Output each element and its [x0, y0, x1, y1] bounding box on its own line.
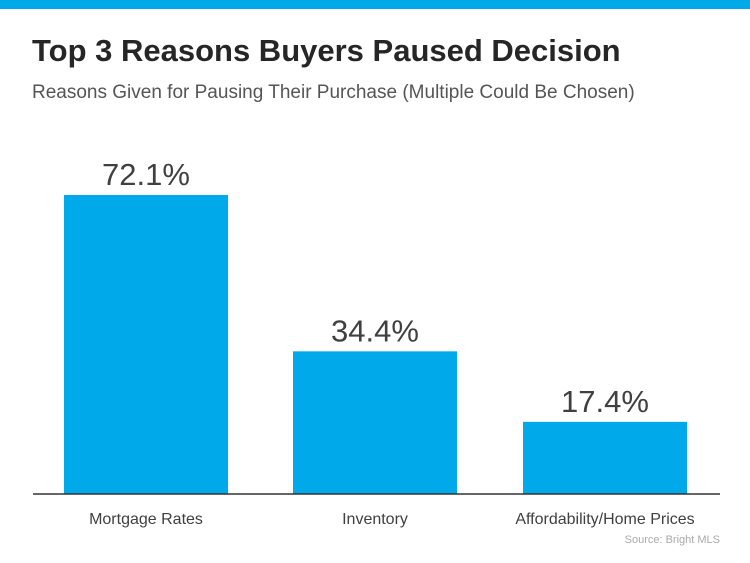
bar-3 — [523, 421, 687, 494]
chart-subtitle: Reasons Given for Pausing Their Purchase… — [32, 82, 635, 103]
category-label-1: Mortgage Rates — [89, 511, 203, 528]
category-label-2: Inventory — [342, 511, 408, 528]
top-accent-band — [0, 0, 750, 9]
source-note: Source: Bright MLS — [624, 534, 720, 546]
value-label-1: 72.1% — [102, 157, 190, 192]
category-label-3: Affordability/Home Prices — [515, 511, 694, 528]
value-label-2: 34.4% — [331, 313, 419, 348]
chart-title: Top 3 Reasons Buyers Paused Decision — [32, 33, 621, 68]
bar-1 — [64, 195, 228, 494]
value-label-3: 17.4% — [561, 384, 649, 419]
bar-2 — [293, 351, 457, 494]
